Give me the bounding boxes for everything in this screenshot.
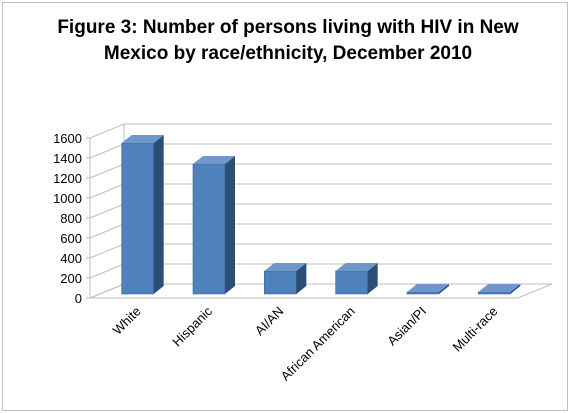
x-tick-label: Multi-race — [449, 304, 500, 355]
bar-ai-an — [264, 263, 307, 295]
y-tick-label: 1000 — [53, 191, 82, 206]
bar-multi-race — [478, 284, 521, 295]
bar-hispanic — [192, 156, 235, 295]
x-tick-label: African American — [278, 304, 358, 384]
bar-african-american — [335, 263, 378, 295]
y-tick-label: 1400 — [53, 151, 82, 166]
x-tick-label: Asian/PI — [384, 304, 429, 349]
bars — [121, 135, 521, 295]
x-tick-label: White — [110, 304, 144, 338]
x-tick-label: Hispanic — [169, 303, 215, 349]
bar-white — [121, 135, 164, 295]
x-tick-label: AI/AN — [252, 304, 287, 339]
chart-title: Figure 3: Number of persons living with … — [57, 17, 519, 64]
y-axis-ticks: 0 200 400 600 800 1000 1200 1400 1600 — [53, 131, 82, 306]
y-tick-label: 600 — [60, 231, 82, 246]
y-tick-label: 1600 — [53, 131, 82, 146]
y-tick-label: 1200 — [53, 171, 82, 186]
y-tick-label: 400 — [60, 251, 82, 266]
y-tick-label: 800 — [60, 211, 82, 226]
y-tick-label: 200 — [60, 271, 82, 286]
bar-asian-pi — [406, 284, 449, 295]
y-tick-label: 0 — [75, 291, 82, 306]
